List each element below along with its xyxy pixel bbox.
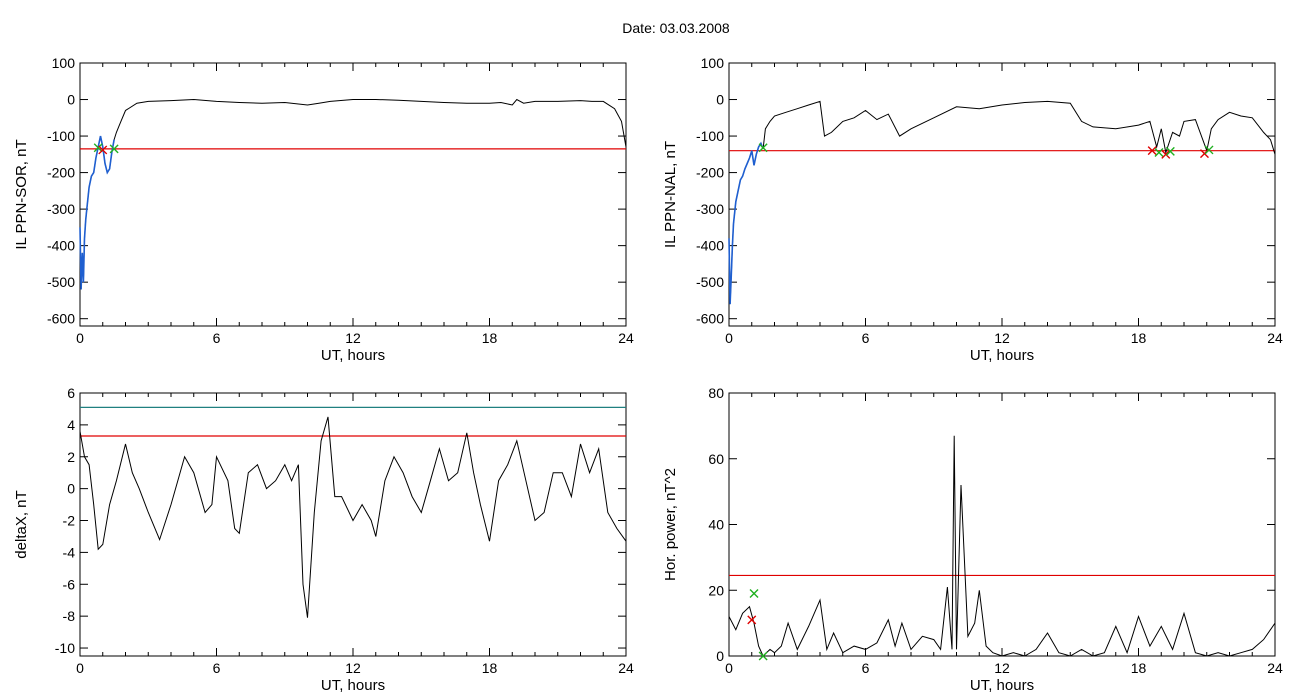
x-axis-label: UT, hours — [321, 677, 385, 694]
marker-stroke — [747, 615, 757, 625]
data-series-line — [79, 416, 627, 618]
x-tick-label: 24 — [618, 330, 634, 346]
y-tick-label: 100 — [52, 55, 76, 71]
x-tick-label: 0 — [725, 660, 733, 676]
y-tick-label: -100 — [47, 128, 75, 144]
x-tick-label: 6 — [862, 660, 870, 676]
event-marker-green — [1154, 147, 1164, 157]
x-axis-label: UT, hours — [321, 347, 385, 364]
event-marker-green — [758, 651, 768, 661]
y-tick-label: 0 — [716, 648, 724, 664]
y-axis-label: IL PPN-NAL, nT — [662, 141, 679, 248]
marker-stroke — [1154, 147, 1164, 157]
x-tick-label: 18 — [1131, 330, 1147, 346]
y-tick-label: -500 — [47, 274, 75, 290]
event-marker-green — [749, 589, 759, 599]
marker-stroke — [1204, 145, 1214, 155]
marker-stroke — [758, 651, 768, 661]
y-tick-label: 0 — [716, 92, 724, 108]
marker-stroke — [93, 143, 103, 153]
y-axis-label: IL PPN-SOR, nT — [13, 139, 30, 249]
y-tick-label: 80 — [708, 385, 724, 401]
marker-stroke — [758, 143, 768, 153]
y-tick-label: 2 — [67, 449, 75, 465]
y-tick-label: -8 — [63, 608, 76, 624]
y-axis-label: Hor. power, nT^2 — [662, 468, 679, 581]
y-tick-label: -10 — [55, 640, 75, 656]
y-tick-label: 60 — [708, 451, 724, 467]
panel-il-ppn-sor: 0 6 12 18 24 -600 -500 -400 -300 -200 -100 0 100 UT, … — [13, 55, 634, 364]
y-tick-label: -100 — [696, 128, 724, 144]
data-series-line — [79, 98, 627, 290]
y-tick-label: 4 — [67, 417, 75, 433]
panel-horizontal-power: 0 6 12 18 24 0 20 40 60 80 UT, hours Hor. power, nT… — [662, 385, 1283, 694]
x-tick-label: 24 — [1267, 330, 1283, 346]
y-tick-label: -400 — [47, 238, 75, 254]
y-tick-label: -200 — [696, 165, 724, 181]
x-axis-label: UT, hours — [970, 677, 1034, 694]
x-tick-label: 18 — [1131, 660, 1147, 676]
event-marker-red — [747, 615, 757, 625]
highlighted-segment — [79, 135, 115, 290]
plot-frame — [79, 62, 627, 327]
y-tick-label: -4 — [63, 544, 76, 560]
x-tick-label: 6 — [213, 330, 221, 346]
x-tick-label: 24 — [618, 660, 634, 676]
marker-stroke — [1147, 146, 1157, 156]
event-marker-green — [93, 143, 103, 153]
y-tick-label: 40 — [708, 517, 724, 533]
x-tick-label: 12 — [345, 660, 361, 676]
x-tick-label: 0 — [76, 660, 84, 676]
y-tick-label: 0 — [67, 92, 75, 108]
y-tick-label: -300 — [696, 201, 724, 217]
y-tick-label: -600 — [696, 311, 724, 327]
data-series-line — [728, 100, 1276, 305]
x-tick-label: 0 — [725, 330, 733, 346]
event-marker-green — [109, 144, 119, 154]
event-marker-green — [1204, 145, 1214, 155]
y-tick-label: 0 — [67, 481, 75, 497]
x-tick-label: 6 — [862, 330, 870, 346]
event-marker-red — [1161, 149, 1171, 159]
highlighted-segment — [728, 141, 764, 305]
marker-stroke — [1165, 146, 1175, 156]
x-tick-label: 18 — [482, 330, 498, 346]
y-tick-label: -400 — [696, 238, 724, 254]
event-marker-green — [1165, 146, 1175, 156]
plot-frame — [79, 392, 627, 657]
x-tick-label: 12 — [345, 330, 361, 346]
x-axis-label: UT, hours — [970, 347, 1034, 364]
x-tick-label: 0 — [76, 330, 84, 346]
y-tick-label: -6 — [63, 576, 76, 592]
marker-stroke — [1161, 149, 1171, 159]
y-tick-label: -500 — [696, 274, 724, 290]
event-marker-red — [1147, 146, 1157, 156]
plot-frame — [728, 62, 1276, 327]
marker-stroke — [749, 589, 759, 599]
x-tick-label: 24 — [1267, 660, 1283, 676]
x-tick-label: 18 — [482, 660, 498, 676]
y-tick-label: -2 — [63, 513, 76, 529]
marker-stroke — [109, 144, 119, 154]
panel-il-ppn-nal: 0 6 12 18 24 -600 -500 -400 -300 -200 -100 0 100 UT, … — [662, 55, 1283, 364]
x-tick-label: 12 — [994, 330, 1010, 346]
y-tick-label: 100 — [701, 55, 725, 71]
y-tick-label: 20 — [708, 582, 724, 598]
y-tick-label: -300 — [47, 201, 75, 217]
y-tick-label: -600 — [47, 311, 75, 327]
x-tick-label: 6 — [213, 660, 221, 676]
marker-stroke — [98, 145, 108, 155]
event-marker-green — [758, 143, 768, 153]
y-axis-label: deltaX, nT — [13, 490, 30, 558]
plot-frame — [728, 392, 1276, 657]
event-marker-red — [98, 145, 108, 155]
figure-title: Date: 03.03.2008 — [622, 20, 730, 36]
data-series-line — [728, 435, 1276, 657]
x-tick-label: 12 — [994, 660, 1010, 676]
y-tick-label: 6 — [67, 385, 75, 401]
y-tick-label: -200 — [47, 165, 75, 181]
